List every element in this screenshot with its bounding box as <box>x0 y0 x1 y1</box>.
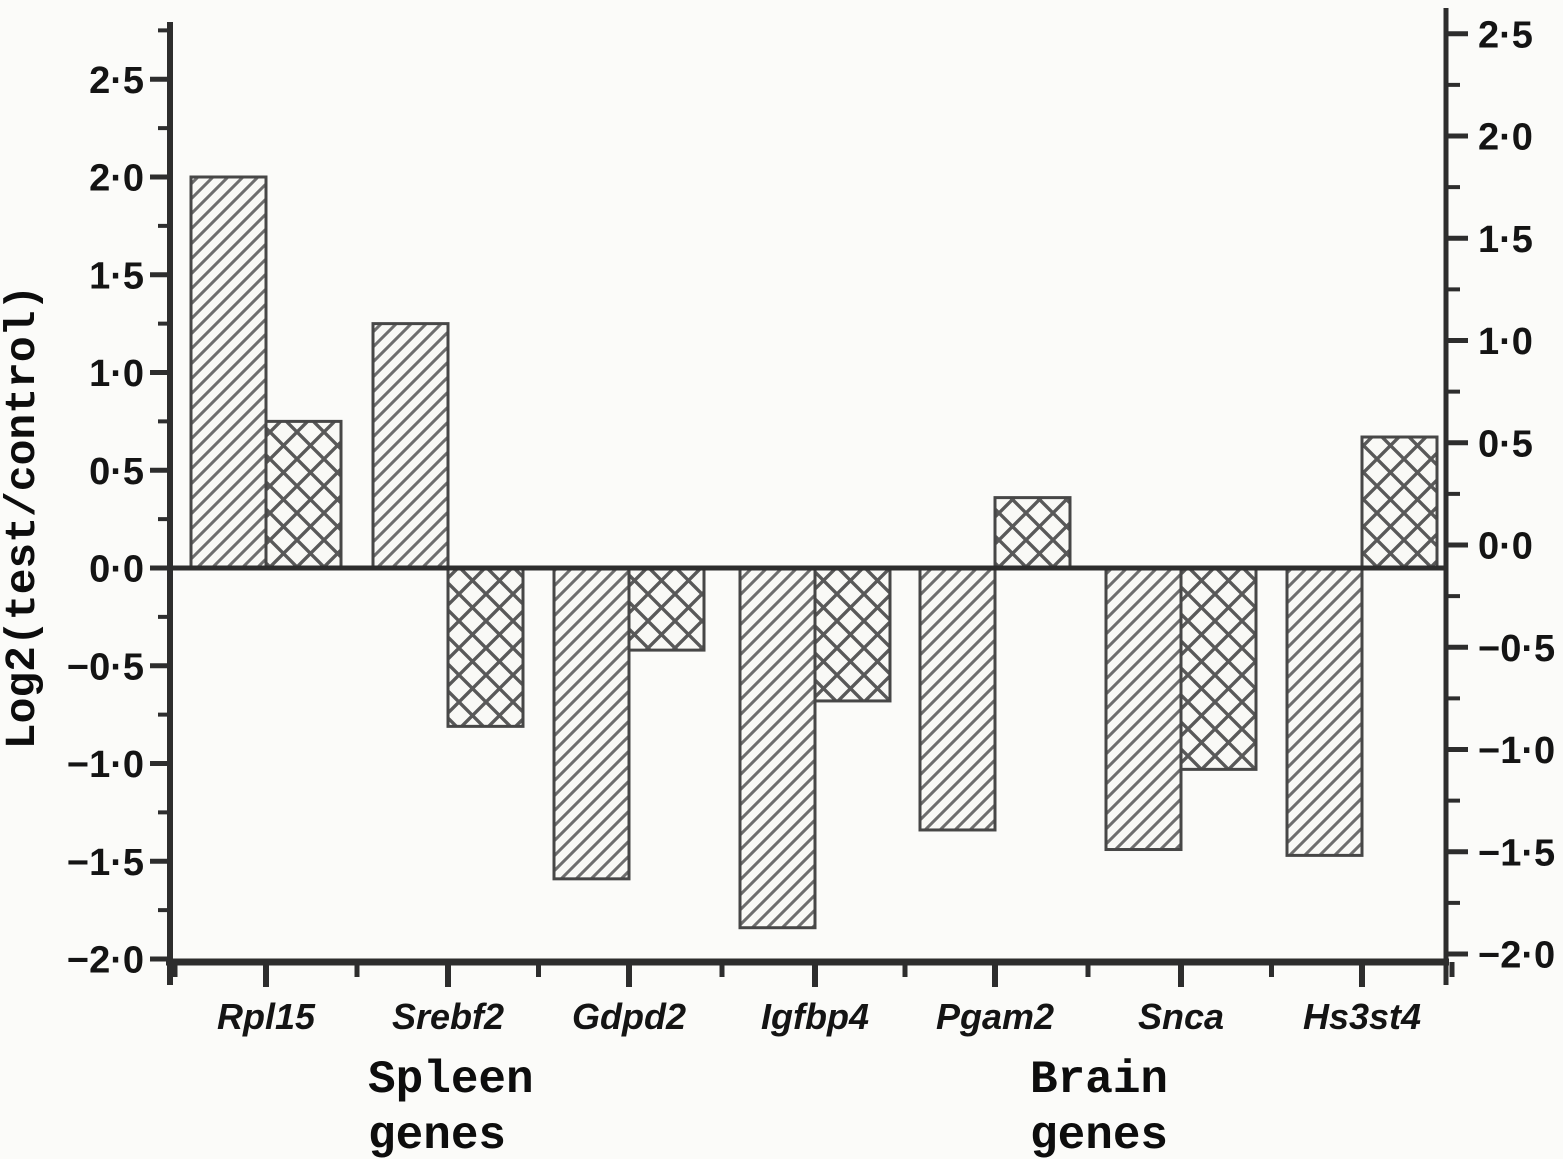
right-axis-tick-label: 0·5 <box>1478 423 1533 465</box>
gene-label-Pgam2: Pgam2 <box>936 996 1054 1037</box>
bar-cross-hatch-Snca <box>1179 566 1258 771</box>
left-axis-tick-label: 1·5 <box>89 255 144 297</box>
right-axis-tick-label: 1·0 <box>1478 321 1533 363</box>
left-axis-tick-label: −1·0 <box>67 744 144 786</box>
bar-cross-hatch-Pgam2 <box>993 496 1072 570</box>
bar-cross-hatch-Gdpd2 <box>627 566 706 652</box>
right-axis-tick-label: 0·0 <box>1478 526 1533 568</box>
bar-cross-hatch-Hs3st4 <box>1360 435 1439 570</box>
left-axis-tick-label: 2·5 <box>89 60 144 102</box>
gene-label-Srebf2: Srebf2 <box>392 996 504 1037</box>
left-axis-tick-label: −0·5 <box>67 646 144 688</box>
plot-area: 2·5 2·0 1·5 1·0 0·5 0·0 −0·5 −1·0 −1·5 −2·0 2·5 2·0… <box>67 8 1555 1037</box>
bar-cross-hatch-Srebf2 <box>446 566 525 728</box>
x-axis: Rpl15 Srebf2 Gdpd2 Igfbp4 Pgam2 Snca Hs3st4 <box>172 962 1455 1037</box>
y-axis-title: Log2(test/control) <box>0 285 47 749</box>
right-axis-tick-label: 2·5 <box>1478 14 1533 56</box>
left-axis-tick-label: −2·0 <box>67 940 144 982</box>
gene-label-Igfbp4: Igfbp4 <box>761 996 869 1037</box>
bar-diagonal-hatch-Srebf2 <box>371 322 450 570</box>
bar-diagonal-hatch-Gdpd2 <box>552 566 631 881</box>
gene-label-Gdpd2: Gdpd2 <box>572 996 686 1037</box>
right-axis-tick-label: 2·0 <box>1478 117 1533 159</box>
group-label-spleen-line2: genes <box>368 1110 506 1159</box>
bar-cross-hatch-Rpl15 <box>264 419 343 570</box>
group-label-spleen-line1: Spleen <box>368 1054 534 1106</box>
left-axis-tick-label: 1·0 <box>89 353 144 395</box>
left-axis: 2·5 2·0 1·5 1·0 0·5 0·0 −0·5 −1·0 −1·5 −2·0 <box>67 28 170 982</box>
left-axis-tick-label: 2·0 <box>89 158 144 200</box>
bar-diagonal-hatch-Snca <box>1104 566 1183 852</box>
left-axis-tick-label: 0·0 <box>89 549 144 591</box>
right-axis-tick-label: −0·5 <box>1478 628 1555 670</box>
group-label-brain-line2: genes <box>1030 1110 1168 1159</box>
right-axis-tick-label: 1·5 <box>1478 219 1533 261</box>
gene-label-Rpl15: Rpl15 <box>217 996 316 1037</box>
group-label-brain-line1: Brain <box>1030 1054 1168 1106</box>
bar-diagonal-hatch-Igfbp4 <box>738 566 817 930</box>
bar-diagonal-hatch-Pgam2 <box>918 566 997 832</box>
right-axis: 2·5 2·0 1·5 1·0 0·5 0·0 −0·5 −1·0 −1·5 −2·0 <box>1446 14 1555 977</box>
left-axis-tick-label: 0·5 <box>89 451 144 493</box>
bars-group <box>189 175 1439 930</box>
gene-label-Hs3st4: Hs3st4 <box>1303 996 1421 1037</box>
bar-diagonal-hatch-Hs3st4 <box>1285 566 1364 857</box>
right-axis-tick-label: −1·0 <box>1478 730 1555 772</box>
right-axis-tick-label: −1·5 <box>1478 832 1555 874</box>
right-axis-tick-label: −2·0 <box>1478 935 1555 977</box>
gene-label-Snca: Snca <box>1138 996 1224 1037</box>
bar-diagonal-hatch-Rpl15 <box>189 175 268 570</box>
left-axis-tick-label: −1·5 <box>67 842 144 884</box>
bar-cross-hatch-Igfbp4 <box>813 566 892 703</box>
